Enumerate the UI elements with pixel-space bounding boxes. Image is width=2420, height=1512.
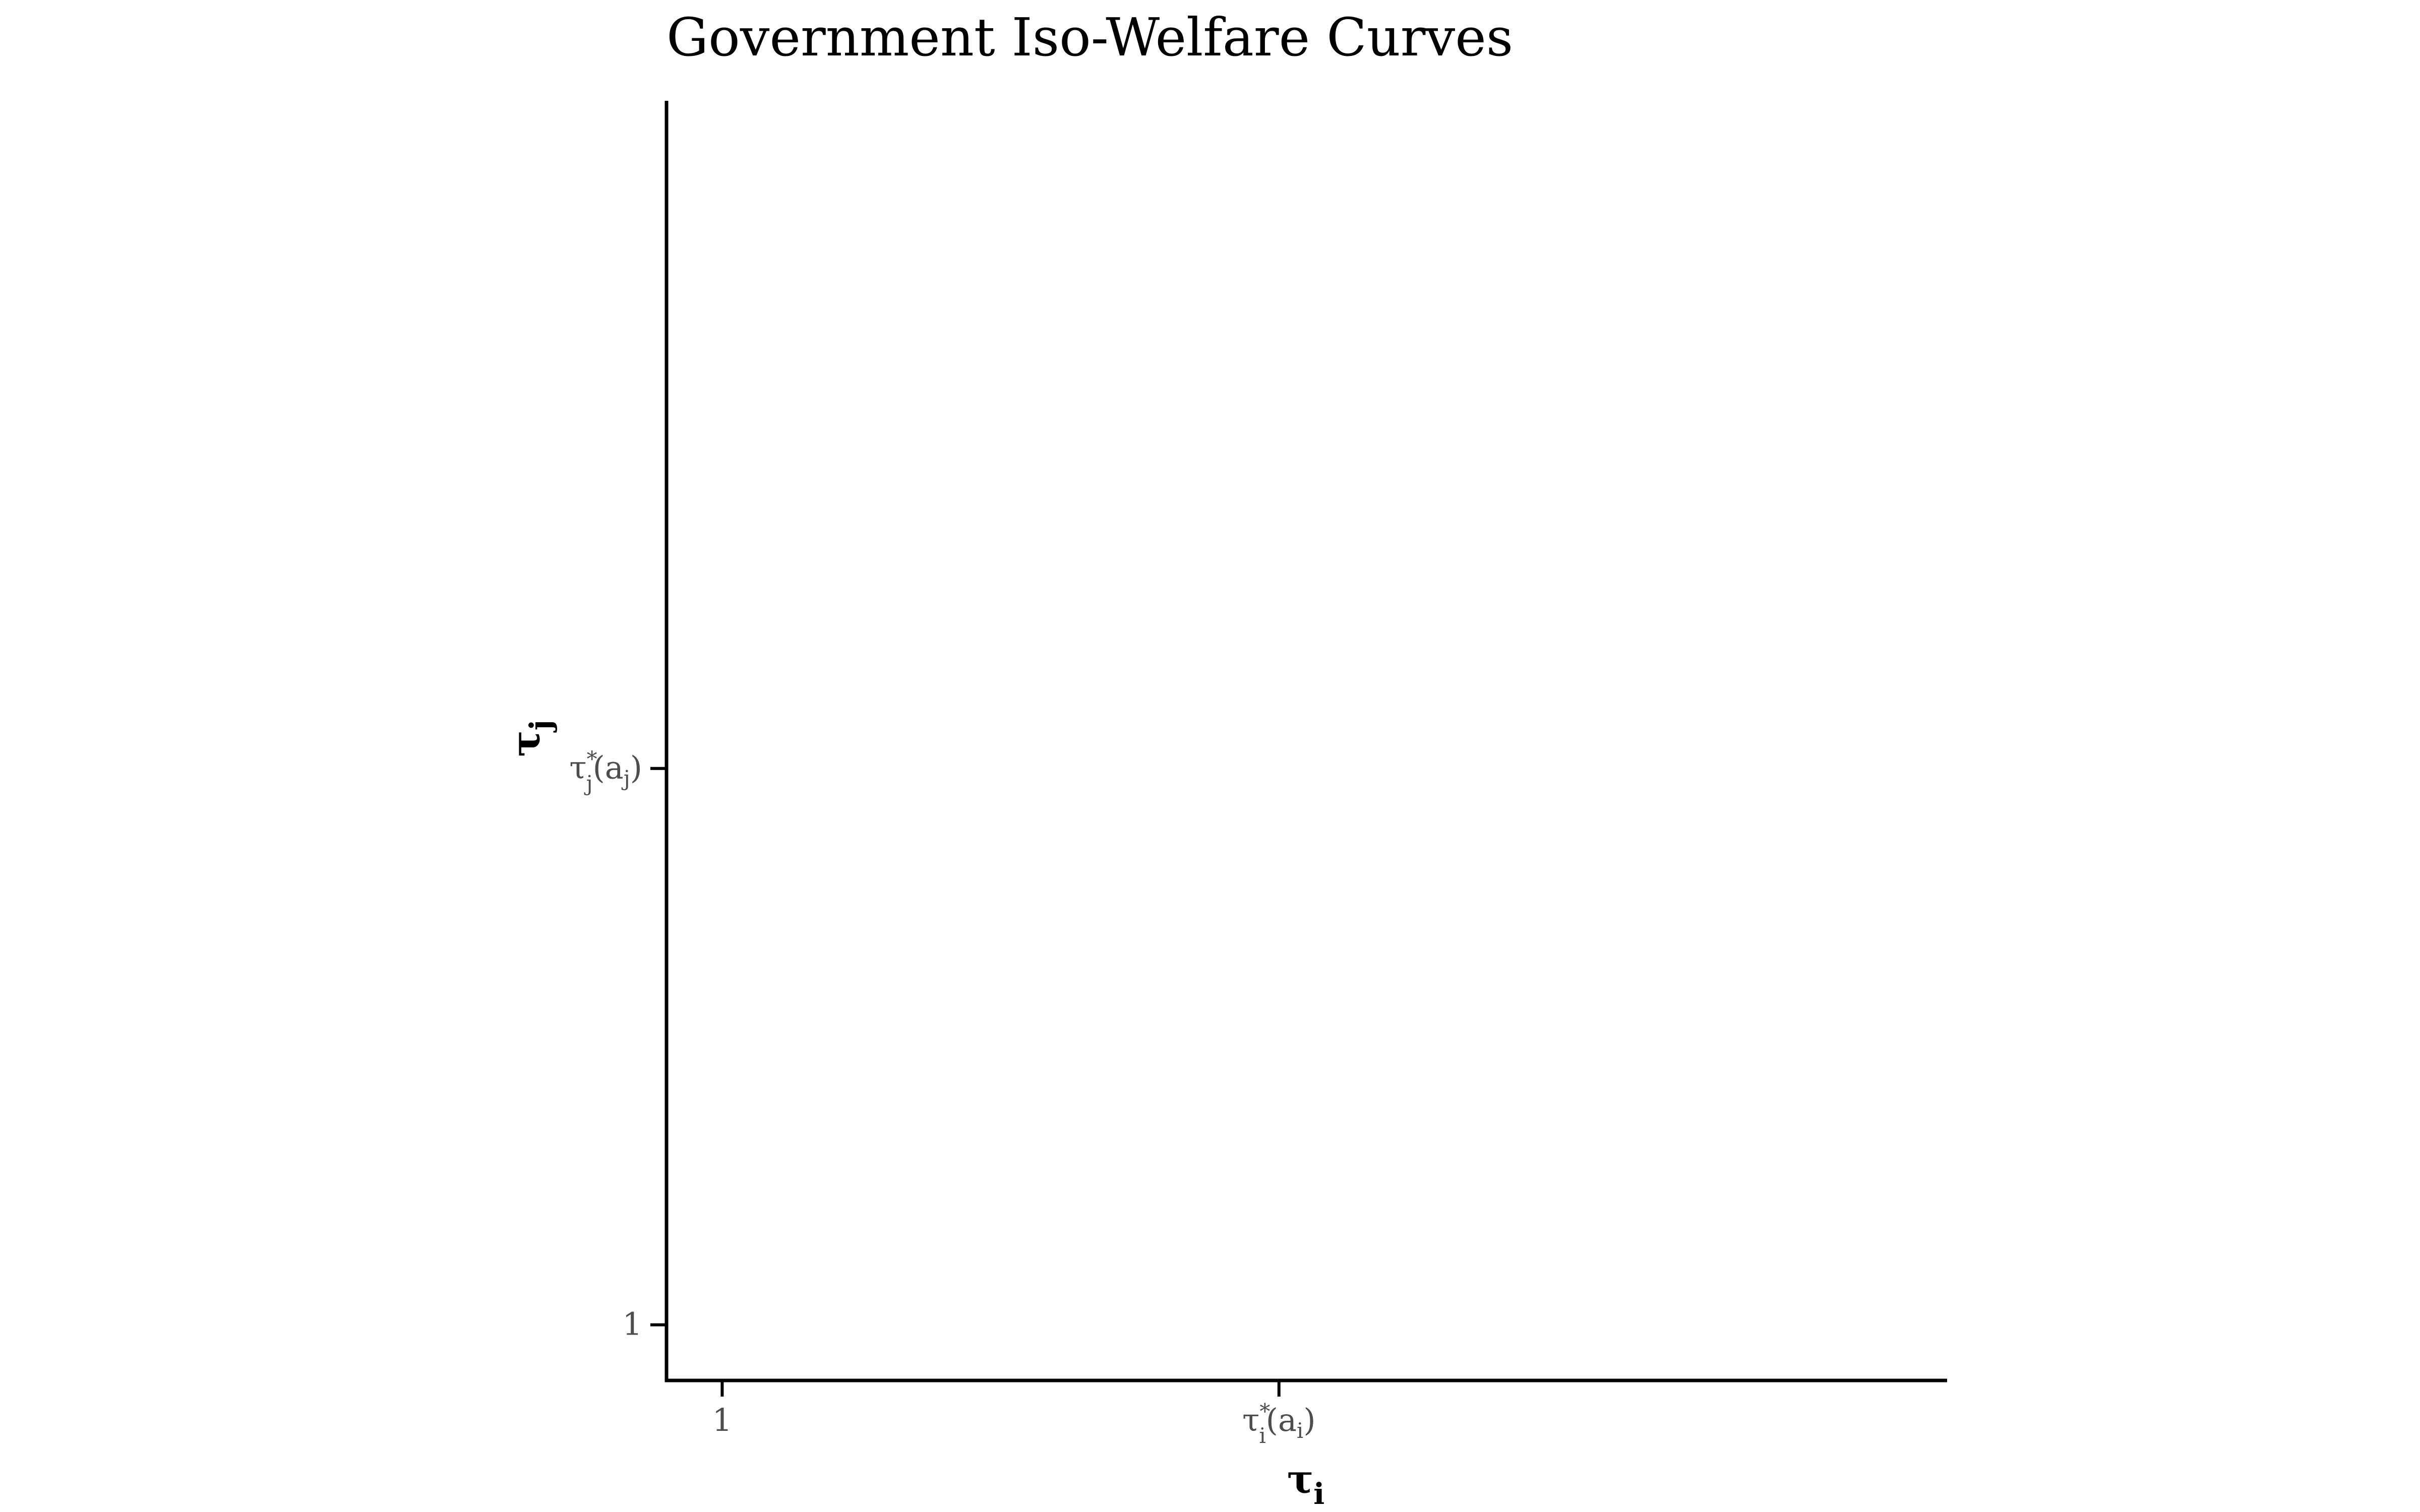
- x-tick-label-0: 1: [712, 1402, 732, 1438]
- x-tick-label-1-base: τ: [1242, 1402, 1259, 1438]
- x-tick-label-0-text: 1: [712, 1402, 732, 1438]
- x-tick-label-1-arg-close: ): [1303, 1402, 1315, 1438]
- x-tick-label-1-sup: *: [1259, 1399, 1270, 1424]
- y-tick-label-1: τ* j(aj): [569, 747, 642, 796]
- x-axis-title-base: τ: [1287, 1457, 1313, 1502]
- y-tick-label-1-arg-open: (a: [593, 749, 624, 786]
- x-axis-title: τi: [1287, 1457, 1325, 1511]
- y-tick-label-1-sup: *: [587, 747, 597, 772]
- svg-text:τi: τi: [1287, 1457, 1325, 1511]
- x-tick-label-1-arg-open: (a: [1266, 1402, 1297, 1438]
- y-tick-label-1-base: τ: [569, 749, 586, 786]
- x-tick-label-1-sub: i: [1259, 1423, 1265, 1448]
- y-tick-label-1-sub: j: [584, 771, 593, 796]
- y-axis-title: τj: [503, 720, 558, 757]
- y-tick-label-1-arg-close: ): [630, 749, 642, 786]
- x-tick-label-1-arg-sub: i: [1297, 1418, 1303, 1443]
- svg-text:τj: τj: [503, 720, 558, 757]
- y-axis-title-sub: j: [523, 720, 558, 733]
- y-tick-label-0-text: 1: [623, 1306, 642, 1343]
- y-axis-title-base: τ: [503, 730, 549, 757]
- x-axis-title-sub: i: [1313, 1477, 1324, 1511]
- chart-title: Government Iso-Welfare Curves: [667, 7, 1513, 68]
- x-tick-label-1: τ* i(ai): [1242, 1399, 1316, 1448]
- y-tick-label-0: 1: [623, 1306, 642, 1343]
- x-axis-ticks: 1 τ* i(ai): [712, 1380, 1316, 1448]
- y-tick-label-1-arg-sub: j: [621, 766, 630, 791]
- y-axis-ticks: 1τ* j(aj): [569, 747, 667, 1343]
